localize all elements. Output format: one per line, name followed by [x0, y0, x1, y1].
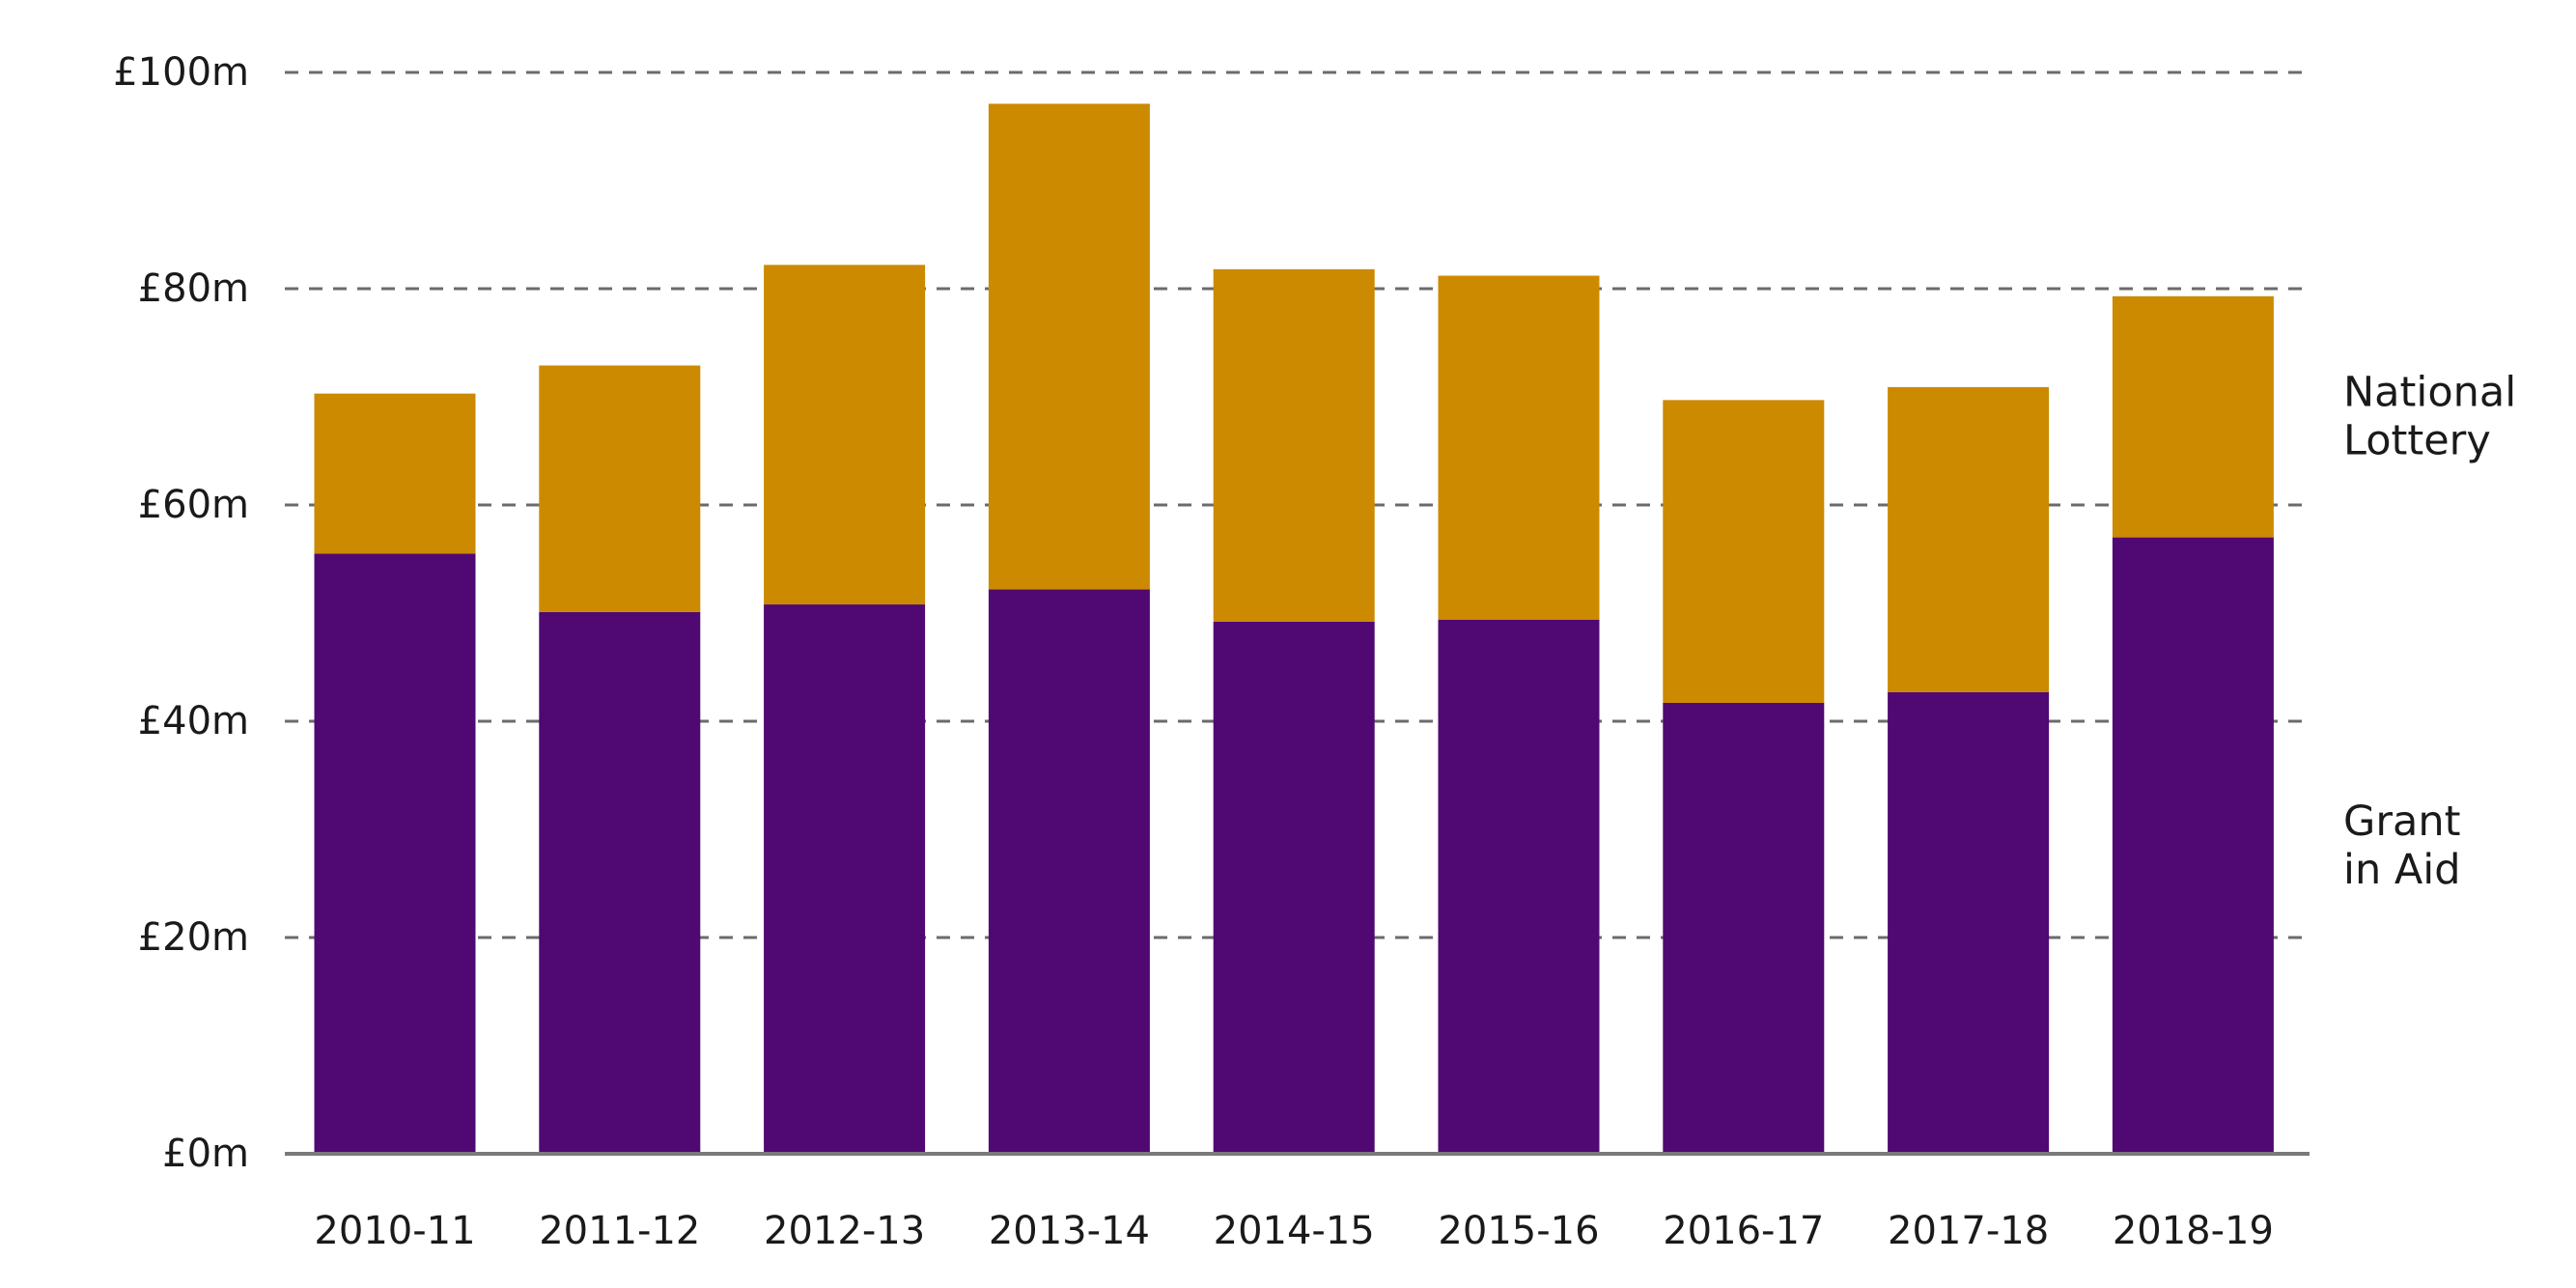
x-tick-label: 2016-17: [1663, 1209, 1824, 1253]
bar-grant-in-aid-2014-15: [1213, 621, 1375, 1154]
bar-national-lottery-2018-19: [2112, 295, 2274, 538]
bar-national-lottery-2011-12: [539, 365, 701, 612]
x-tick-label: 2013-14: [989, 1209, 1150, 1253]
x-tick-label: 2010-11: [314, 1209, 475, 1253]
y-tick-label: £0m: [162, 1132, 249, 1176]
x-tick-label: 2018-19: [2113, 1209, 2274, 1253]
y-tick-label: £100m: [113, 50, 249, 95]
bars: [314, 103, 2274, 1154]
y-tick-label: £20m: [138, 915, 249, 960]
x-tick-label: 2012-13: [764, 1209, 925, 1253]
bar-grant-in-aid-2015-16: [1438, 619, 1600, 1154]
bar-grant-in-aid-2018-19: [2112, 537, 2274, 1154]
bar-national-lottery-2015-16: [1438, 275, 1600, 620]
bar-national-lottery-2013-14: [988, 103, 1150, 590]
bar-national-lottery-2017-18: [1888, 386, 2050, 692]
x-axis-tick-labels: 2010-11 2011-12 2012-13 2013-14 2014-15 2015-…: [314, 1209, 2274, 1253]
y-axis-tick-labels: £0m £20m £40m £60m £80m £100m: [113, 50, 249, 1176]
x-tick-label: 2014-15: [1214, 1209, 1375, 1253]
bar-grant-in-aid-2013-14: [988, 589, 1150, 1154]
bar-grant-in-aid-2016-17: [1663, 702, 1825, 1154]
bar-grant-in-aid-2017-18: [1888, 691, 2050, 1154]
x-tick-label: 2017-18: [1888, 1209, 2049, 1253]
bar-national-lottery-2016-17: [1663, 400, 1825, 703]
bar-grant-in-aid-2012-13: [764, 604, 926, 1154]
legend-label-line: in Aid: [2343, 846, 2461, 894]
legend-label-line: Lottery: [2343, 417, 2491, 465]
x-tick-label: 2011-12: [539, 1209, 700, 1253]
bar-national-lottery-2010-11: [314, 393, 476, 554]
legend-label-line: Grant: [2343, 798, 2460, 846]
bar-grant-in-aid-2011-12: [539, 611, 701, 1154]
bar-grant-in-aid-2010-11: [314, 553, 476, 1154]
bar-national-lottery-2014-15: [1213, 268, 1375, 622]
y-tick-label: £60m: [138, 483, 249, 527]
y-tick-label: £40m: [138, 699, 249, 743]
bar-national-lottery-2012-13: [764, 265, 926, 605]
y-tick-label: £80m: [138, 266, 249, 311]
legend-label-line: National: [2343, 369, 2516, 417]
x-tick-label: 2015-16: [1438, 1209, 1599, 1253]
